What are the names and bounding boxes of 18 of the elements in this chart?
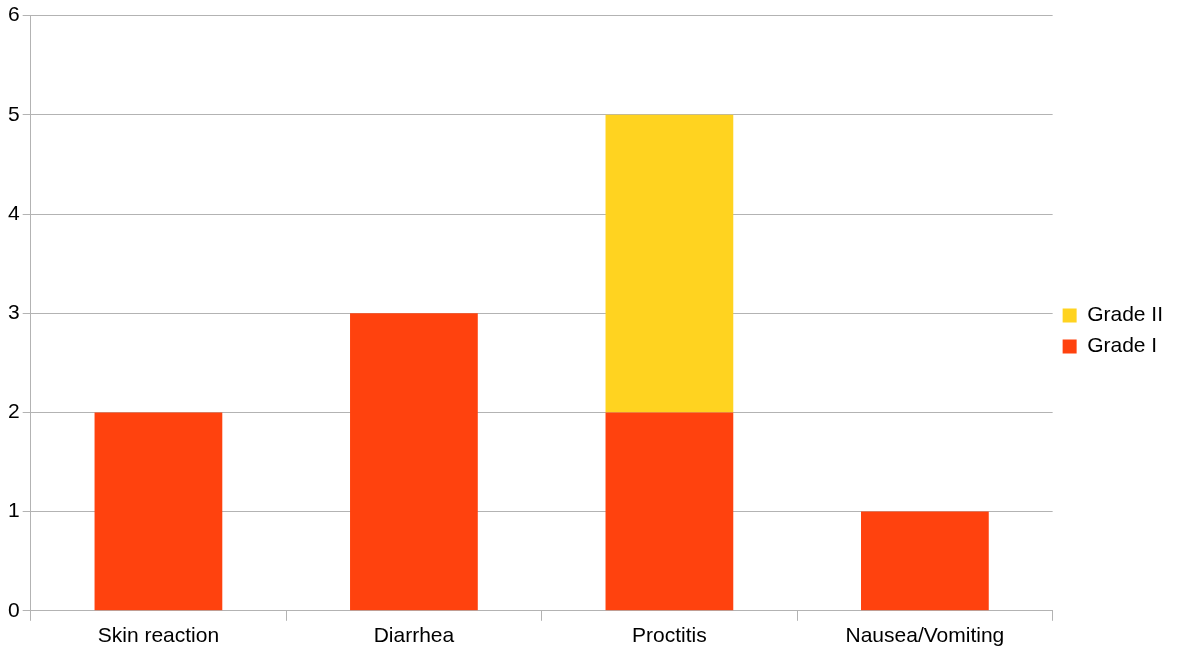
x-tick-label: Skin reaction: [97, 623, 220, 647]
bar: [605, 114, 734, 413]
y-tick-label: 5: [7, 101, 20, 125]
bar: [94, 412, 223, 611]
y-tick-label: 2: [7, 399, 20, 423]
legend-label: Grade I: [1087, 333, 1158, 357]
y-tick-label: 1: [7, 498, 20, 522]
legend-label: Grade II: [1087, 302, 1164, 326]
bar: [350, 313, 478, 611]
y-tick-label: 4: [7, 200, 20, 224]
x-tick-label: Nausea/Vomiting: [845, 623, 1005, 647]
y-tick-label: 0: [7, 597, 20, 621]
bar: [605, 412, 734, 611]
y-tick-label: 3: [7, 300, 20, 323]
y-tick-label: 6: [7, 2, 20, 26]
bar: [861, 511, 989, 611]
x-tick-label: Proctitis: [632, 623, 707, 647]
x-tick-label: Diarrhea: [373, 623, 455, 647]
